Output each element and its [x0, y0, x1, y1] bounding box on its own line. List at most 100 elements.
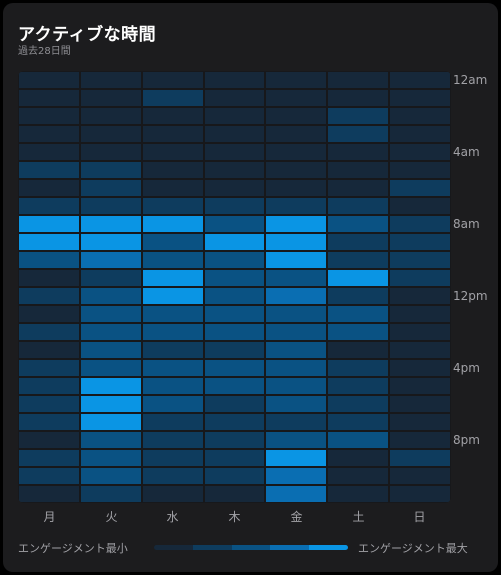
- heatmap-cell: [328, 162, 389, 178]
- heatmap-cell: [266, 360, 327, 376]
- heatmap-cell: [204, 252, 265, 268]
- y-tick-label: 12am: [453, 73, 488, 87]
- heatmap-cell: [266, 90, 327, 106]
- heatmap-cell: [328, 414, 389, 430]
- heatmap-cell: [390, 126, 450, 142]
- heatmap-cell: [266, 342, 327, 358]
- heatmap-cell: [142, 468, 203, 484]
- heatmap-cell: [80, 288, 141, 304]
- heatmap-cell: [328, 180, 389, 196]
- heatmap-cell: [328, 360, 389, 376]
- heatmap-cell: [80, 306, 141, 322]
- heatmap-cell: [390, 342, 450, 358]
- heatmap-cell: [19, 414, 79, 430]
- heatmap-cell: [390, 360, 450, 376]
- heatmap-cell: [19, 72, 79, 88]
- heatmap-cell: [328, 450, 389, 466]
- heatmap-cell: [266, 162, 327, 178]
- heatmap-cell: [80, 234, 141, 250]
- heatmap-cell: [328, 144, 389, 160]
- heatmap-cell: [204, 324, 265, 340]
- legend-scale-segment: [231, 545, 271, 550]
- heatmap-cell: [328, 198, 389, 214]
- heatmap-cell: [142, 162, 203, 178]
- heatmap-cell: [266, 108, 327, 124]
- heatmap-cell: [204, 306, 265, 322]
- heatmap-cell: [328, 324, 389, 340]
- legend-scale-bar: [154, 545, 348, 550]
- heatmap-cell: [19, 126, 79, 142]
- heatmap-cell: [390, 432, 450, 448]
- heatmap-cell: [19, 324, 79, 340]
- heatmap-cell: [19, 288, 79, 304]
- heatmap-cell: [266, 432, 327, 448]
- heatmap-cell: [204, 468, 265, 484]
- heatmap-cell: [142, 180, 203, 196]
- heatmap-cell: [19, 468, 79, 484]
- heatmap-cell: [19, 90, 79, 106]
- y-tick-label: 12pm: [453, 289, 488, 303]
- heatmap-cell: [80, 72, 141, 88]
- heatmap-cell: [390, 72, 450, 88]
- heatmap-cell: [204, 450, 265, 466]
- heatmap-cell: [328, 270, 389, 286]
- heatmap-cell: [80, 126, 141, 142]
- heatmap-cell: [142, 378, 203, 394]
- x-tick-label-wed: 水: [166, 510, 179, 524]
- heatmap-cell: [80, 378, 141, 394]
- heatmap-cell: [19, 450, 79, 466]
- heatmap-cell: [142, 198, 203, 214]
- heatmap-cell: [328, 486, 389, 502]
- heatmap-cell: [328, 72, 389, 88]
- heatmap-cell: [80, 180, 141, 196]
- heatmap-cell: [19, 216, 79, 232]
- heatmap-cell: [204, 486, 265, 502]
- heatmap-cell: [390, 270, 450, 286]
- heatmap-cell: [19, 198, 79, 214]
- heatmap-cell: [266, 396, 327, 412]
- heatmap-cell: [266, 198, 327, 214]
- heatmap-cell: [328, 396, 389, 412]
- heatmap-cell: [204, 162, 265, 178]
- heatmap-cell: [80, 486, 141, 502]
- heatmap-cell: [204, 72, 265, 88]
- heatmap-cell: [266, 486, 327, 502]
- heatmap-cell: [328, 252, 389, 268]
- heatmap-cell: [80, 414, 141, 430]
- heatmap-cell: [19, 180, 79, 196]
- heatmap-cell: [204, 432, 265, 448]
- heatmap-cell: [142, 450, 203, 466]
- heatmap-cell: [266, 234, 327, 250]
- heatmap-cell: [328, 216, 389, 232]
- legend-min-label: エンゲージメント最小: [18, 542, 128, 555]
- subtitle: 過去28日間: [18, 46, 71, 57]
- x-tick-label-thu: 木: [228, 510, 241, 524]
- heatmap-cell: [142, 234, 203, 250]
- heatmap-cell: [204, 270, 265, 286]
- heatmap-cell: [390, 378, 450, 394]
- heatmap-cell: [328, 432, 389, 448]
- heatmap-cell: [19, 306, 79, 322]
- heatmap-cell: [142, 90, 203, 106]
- heatmap-cell: [142, 144, 203, 160]
- heatmap-cell: [142, 126, 203, 142]
- heatmap-cell: [266, 450, 327, 466]
- legend-scale-segment: [270, 545, 310, 550]
- legend-scale-segment: [192, 545, 232, 550]
- heatmap-cell: [19, 144, 79, 160]
- heatmap-cell: [204, 360, 265, 376]
- x-tick-label-tue: 火: [105, 510, 118, 524]
- heatmap-cell: [390, 468, 450, 484]
- heatmap-cell: [266, 270, 327, 286]
- heatmap-cell: [80, 252, 141, 268]
- heatmap-cell: [19, 378, 79, 394]
- heatmap-cell: [328, 342, 389, 358]
- heatmap-cell: [266, 72, 327, 88]
- heatmap-cell: [142, 216, 203, 232]
- y-tick-label: 8am: [453, 217, 480, 231]
- heatmap-cell: [80, 90, 141, 106]
- heatmap-cell: [266, 414, 327, 430]
- legend-scale-segment: [309, 545, 348, 550]
- heatmap-cell: [142, 72, 203, 88]
- heatmap-cell: [19, 486, 79, 502]
